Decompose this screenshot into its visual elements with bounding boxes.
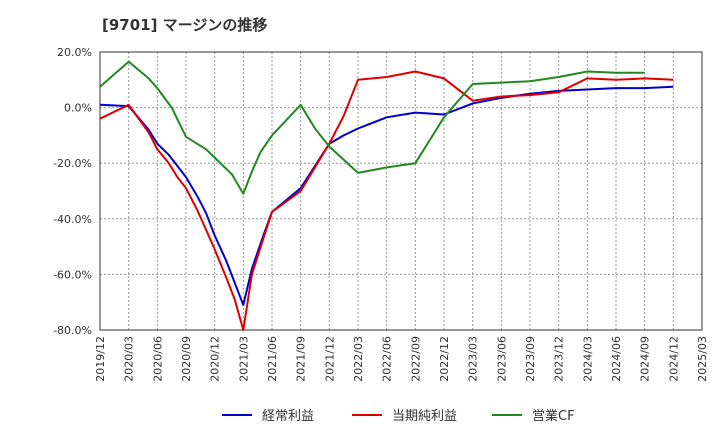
y-tick-label: -20.0% [53, 157, 92, 170]
x-tick-label: 2023/03 [467, 336, 480, 382]
y-tick-label: -60.0% [53, 268, 92, 281]
chart-title: [9701] マージンの推移 [102, 16, 267, 34]
x-tick-label: 2024/03 [581, 336, 594, 382]
y-tick-label: -40.0% [53, 213, 92, 226]
x-tick-label: 2021/09 [295, 336, 308, 382]
x-tick-label: 2020/06 [151, 336, 164, 382]
x-tick-label: 2020/09 [180, 336, 193, 382]
grid [99, 51, 703, 331]
legend-label: 営業CF [532, 408, 575, 424]
x-tick-label: 2022/06 [381, 336, 394, 382]
x-tick-label: 2024/09 [639, 336, 652, 382]
x-tick-label: 2022/12 [438, 336, 451, 382]
x-axis: 2019/12 2020/03 2020/06 2020/09 2020/12 2021/… [94, 336, 709, 382]
x-tick-label: 2020/03 [123, 336, 136, 382]
x-tick-label: 2025/03 [696, 336, 709, 382]
series-line-3 [99, 60, 645, 195]
series-lines [99, 60, 674, 331]
x-tick-label: 2023/06 [495, 336, 508, 382]
x-tick-label: 2023/09 [524, 336, 537, 382]
x-tick-label: 2022/09 [409, 336, 422, 382]
legend-label: 当期純利益 [392, 409, 457, 424]
y-axis: 20.0% 0.0% -20.0% -40.0% -60.0% -80.0% [53, 46, 92, 337]
x-tick-label: 2019/12 [94, 336, 107, 382]
x-tick-label: 2021/06 [266, 336, 279, 382]
legend-label: 経常利益 [262, 409, 314, 424]
x-tick-label: 2021/12 [323, 336, 336, 382]
y-tick-label: -80.0% [53, 324, 92, 337]
x-tick-label: 2022/03 [352, 336, 365, 382]
series-line-2 [99, 70, 674, 331]
y-tick-label: 20.0% [57, 46, 92, 59]
legend: 経常利益 当期純利益 営業CF [222, 408, 575, 424]
x-tick-label: 2020/12 [209, 336, 222, 382]
x-tick-label: 2024/12 [667, 336, 680, 382]
y-tick-label: 0.0% [64, 102, 92, 115]
plot-area-frame [99, 51, 703, 331]
x-tick-label: 2021/03 [237, 336, 250, 382]
x-tick-label: 2023/12 [553, 336, 566, 382]
x-tick-label: 2024/06 [610, 336, 623, 382]
